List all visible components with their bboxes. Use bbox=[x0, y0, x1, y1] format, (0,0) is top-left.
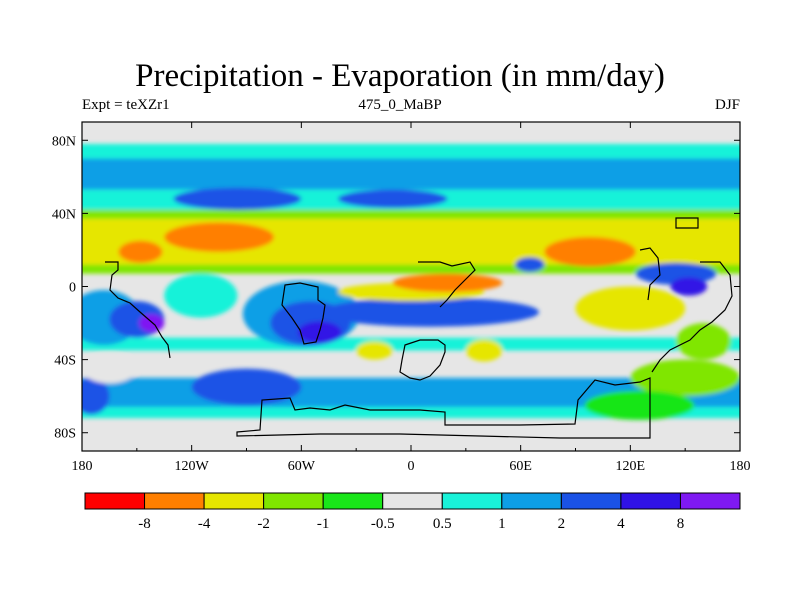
field-blob-14 bbox=[670, 277, 708, 296]
field-blob-18 bbox=[515, 257, 545, 272]
field-blob-21 bbox=[191, 368, 302, 406]
x-tick-label-6: 180 bbox=[730, 459, 751, 474]
field-blob-7 bbox=[319, 297, 539, 327]
colorbar-label-2: -2 bbox=[257, 516, 270, 532]
x-tick-label-2: 60W bbox=[288, 459, 316, 474]
colorbar-label-8: 4 bbox=[617, 516, 625, 532]
colorbar-label-7: 2 bbox=[558, 516, 566, 532]
colorbar-box-5 bbox=[382, 492, 443, 510]
coastline-southern-africa bbox=[399, 339, 446, 381]
colorbar-box-4 bbox=[322, 492, 384, 510]
coastline-australia bbox=[651, 261, 733, 373]
colorbar-label-1: -4 bbox=[198, 516, 211, 532]
field-band-6 bbox=[82, 337, 740, 351]
colorbar-label-3: -1 bbox=[317, 516, 330, 532]
plot-title: Precipitation - Evaporation (in mm/day) bbox=[135, 58, 665, 94]
coastline-north-america bbox=[105, 261, 171, 359]
colorbar-box-2 bbox=[203, 492, 265, 510]
field-blob-19 bbox=[356, 341, 393, 360]
y-tick-label-0: 80N bbox=[52, 134, 76, 149]
experiment-label: Expt = teXZr1 bbox=[82, 97, 170, 113]
colorbar-box-7 bbox=[501, 492, 562, 510]
colorbar-box-9 bbox=[620, 492, 681, 510]
field-band-1 bbox=[82, 158, 740, 190]
coastline-antarctica bbox=[236, 377, 651, 439]
colorbar-label-5: 0.5 bbox=[433, 516, 452, 532]
x-tick-label-3: 0 bbox=[408, 459, 415, 474]
field-blob-16 bbox=[173, 187, 302, 210]
x-tick-label-4: 60E bbox=[509, 459, 532, 474]
field-blob-9 bbox=[392, 273, 503, 292]
field-band-5 bbox=[82, 264, 740, 274]
colorbar-label-9: 8 bbox=[677, 516, 685, 532]
field-blob-24 bbox=[584, 390, 695, 420]
colorbar-box-10 bbox=[679, 492, 741, 510]
colorbar-label-0: -8 bbox=[138, 516, 151, 532]
field-blob-25 bbox=[676, 323, 731, 360]
time-label: 475_0_MaBP bbox=[358, 97, 442, 113]
colorbar-box-3 bbox=[263, 492, 324, 510]
coastline-south-america bbox=[281, 282, 326, 345]
field-band-8 bbox=[82, 407, 740, 419]
x-tick-label-5: 120E bbox=[616, 459, 646, 474]
colorbar-box-6 bbox=[441, 492, 503, 510]
axis-ticks: 180 120W 60W 0 60E 120E 180 80N 40N 0 40S 80S bbox=[52, 122, 751, 474]
field-blob-23 bbox=[630, 359, 740, 397]
coastline-asia bbox=[639, 247, 661, 301]
field-blob-11 bbox=[118, 240, 163, 263]
coastline-island-arc bbox=[675, 217, 699, 229]
field-blob-3 bbox=[164, 273, 238, 318]
field-band-0 bbox=[82, 143, 740, 159]
x-tick-label-0: 180 bbox=[72, 459, 93, 474]
field-band-3 bbox=[82, 209, 740, 219]
coastline-africa bbox=[418, 261, 476, 308]
season-label: DJF bbox=[714, 97, 740, 113]
colorbar-label-6: 1 bbox=[498, 516, 506, 532]
y-tick-label-3: 40S bbox=[54, 354, 76, 369]
field-blob-2 bbox=[138, 313, 165, 333]
field-blob-15 bbox=[575, 286, 686, 331]
field-blob-17 bbox=[337, 189, 448, 208]
coastline bbox=[105, 217, 733, 439]
field-blob-10 bbox=[164, 222, 274, 252]
field-blob-26 bbox=[82, 354, 137, 384]
precip-field bbox=[82, 122, 740, 451]
y-tick-label-1: 40N bbox=[52, 207, 76, 222]
field-blob-20 bbox=[465, 339, 503, 362]
colorbar-box-8 bbox=[560, 492, 622, 510]
colorbar-box-0 bbox=[84, 492, 146, 510]
colorbar-label-4: -0.5 bbox=[371, 516, 395, 532]
field-blob-12 bbox=[544, 237, 636, 267]
x-tick-label-1: 120W bbox=[175, 459, 210, 474]
field-blob-22 bbox=[82, 377, 110, 415]
y-tick-label-2: 0 bbox=[69, 281, 76, 296]
y-tick-label-4: 80S bbox=[54, 427, 76, 442]
colorbar-box-1 bbox=[144, 492, 205, 510]
colorbar: -8 -4 -2 -1 -0.5 0.5 1 2 4 8 bbox=[84, 492, 741, 532]
